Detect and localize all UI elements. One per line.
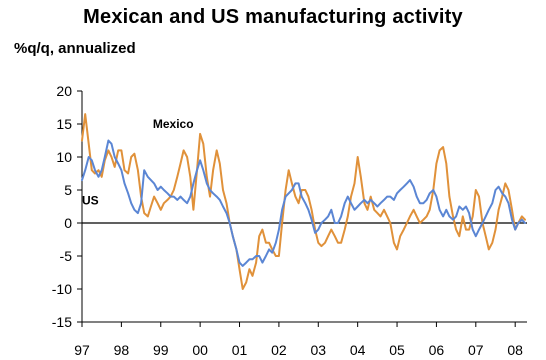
x-tick-label: 07 xyxy=(468,342,484,358)
x-tick-label: 06 xyxy=(429,342,445,358)
x-tick-label: 01 xyxy=(232,342,248,358)
series-label-us: US xyxy=(82,194,99,208)
y-tick-label: -5 xyxy=(60,248,73,264)
series-line-us xyxy=(81,139,526,267)
x-tick-label: 03 xyxy=(310,342,326,358)
x-tick-label: 02 xyxy=(271,342,287,358)
x-tick-label: 05 xyxy=(389,342,405,358)
chart-title: Mexican and US manufacturing activity xyxy=(83,6,463,28)
x-tick-label: 99 xyxy=(153,342,169,358)
x-tick-label: 08 xyxy=(507,342,523,358)
x-tick-label: 04 xyxy=(350,342,366,358)
y-tick-label: 0 xyxy=(64,215,72,231)
y-tick-label: -10 xyxy=(52,281,72,297)
y-tick-label: 5 xyxy=(64,182,72,198)
y-tick-label: 15 xyxy=(56,116,72,132)
y-tick-label: 10 xyxy=(56,149,72,165)
y-axis-label: %q/q, annualized xyxy=(14,40,136,57)
x-tick-label: 98 xyxy=(114,342,130,358)
series-line-mexico xyxy=(81,113,526,290)
y-tick-label: -15 xyxy=(52,314,72,330)
series-label-mexico: Mexico xyxy=(153,117,194,131)
y-tick-label: 20 xyxy=(56,83,72,99)
x-tick-label: 00 xyxy=(192,342,208,358)
x-tick-label: 97 xyxy=(74,342,90,358)
